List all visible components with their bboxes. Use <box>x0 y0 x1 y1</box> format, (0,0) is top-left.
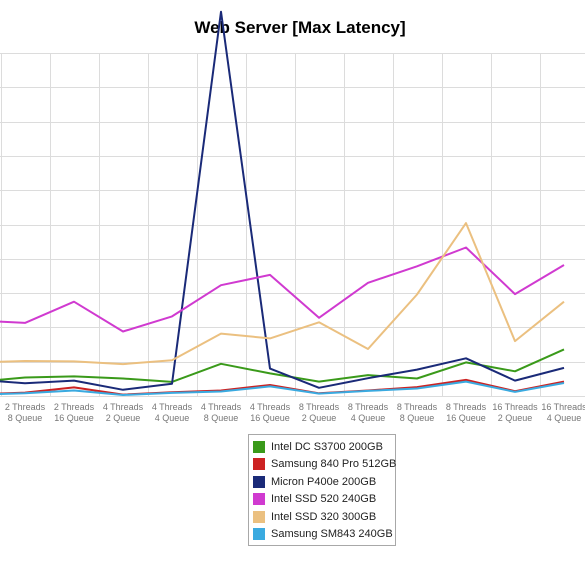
legend-swatch <box>253 493 265 506</box>
legend-swatch <box>253 528 265 541</box>
series-line-1 <box>0 378 565 396</box>
series-lines <box>0 10 565 396</box>
x-tick-label: 16 Threads 4 Queue <box>541 402 585 423</box>
chart-title: Web Server [Max Latency] <box>194 18 406 37</box>
x-tick-label: 2 Threads 16 Queue <box>54 402 95 423</box>
x-tick-label: 8 Threads 2 Queue <box>299 402 340 423</box>
legend-swatch <box>253 510 265 523</box>
legend-swatch <box>253 458 265 471</box>
legend-swatch <box>253 475 265 488</box>
x-tick-label: 8 Threads 16 Queue <box>446 402 487 423</box>
legend-label: Intel DC S3700 200GB <box>271 440 383 453</box>
legend-label: Samsung 840 Pro 512GB <box>271 458 397 471</box>
legend-item[interactable]: Micron P400e 200GB <box>253 473 391 491</box>
legend-label: Intel SSD 520 240GB <box>271 493 377 506</box>
x-tick-label: 8 Threads 8 Queue <box>397 402 438 423</box>
legend-label: Intel SSD 320 300GB <box>271 510 377 523</box>
legend-item[interactable]: Intel DC S3700 200GB <box>253 438 391 456</box>
x-tick-label: 4 Threads 16 Queue <box>250 402 291 423</box>
series-line-2 <box>0 10 565 391</box>
x-tick-label: 2 Threads 8 Queue <box>5 402 46 423</box>
series-line-4 <box>0 222 565 366</box>
series-line-3 <box>0 246 565 333</box>
series-line-5 <box>0 380 565 396</box>
legend-swatch <box>253 440 265 453</box>
legend-item[interactable]: Intel SSD 520 240GB <box>253 491 391 509</box>
legend-item[interactable]: Samsung 840 Pro 512GB <box>253 456 396 474</box>
legend: Intel DC S3700 200GB Samsung 840 Pro 512G… <box>248 434 396 546</box>
series-line-0 <box>0 348 565 383</box>
x-tick-label: 8 Threads 4 Queue <box>348 402 389 423</box>
legend-item[interactable]: Intel SSD 320 300GB <box>253 508 391 526</box>
legend-label: Micron P400e 200GB <box>271 475 377 488</box>
x-tick-label: 4 Threads 8 Queue <box>201 402 242 423</box>
legend-label: Samsung SM843 240GB <box>271 528 393 541</box>
x-tick-label: 16 Threads 2 Queue <box>492 402 538 423</box>
x-tick-label: 4 Threads 2 Queue <box>103 402 144 423</box>
x-tick-label: 4 Threads 4 Queue <box>152 402 193 423</box>
grid-lines <box>0 53 585 397</box>
legend-item[interactable]: Samsung SM843 240GB <box>253 526 393 544</box>
